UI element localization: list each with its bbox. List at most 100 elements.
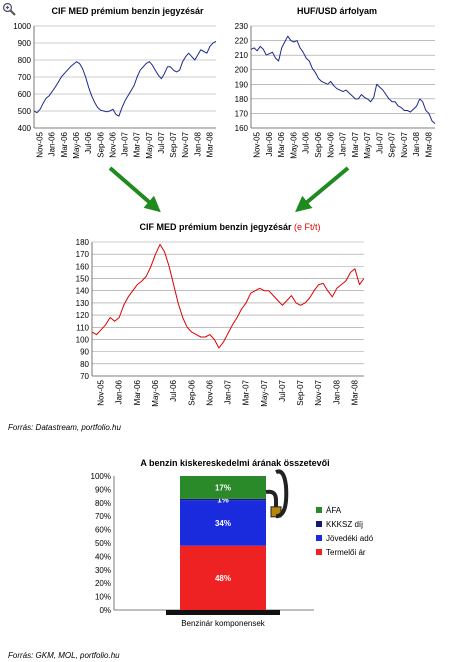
chart1-ytick-label: 1000 xyxy=(13,22,31,31)
arrow-right-icon xyxy=(295,166,350,213)
chart1-xtick-label: Jan-08 xyxy=(193,131,202,156)
chart4-ytick-label: 70% xyxy=(95,512,111,521)
chart3-ytick-label: 110 xyxy=(76,323,89,332)
chart4-data-label: 34% xyxy=(215,519,231,528)
chart2-xtick-label: May-06 xyxy=(289,131,298,158)
chart3-xtick-label: Jan-08 xyxy=(332,379,341,404)
chart2-xtick-label: Mar-06 xyxy=(277,131,286,157)
chart1-xtick-label: May-07 xyxy=(145,131,154,158)
chart4-ytick-label: 20% xyxy=(95,579,111,588)
chart3-xtick-label: May-07 xyxy=(260,379,269,406)
chart2-title: HUF/USD árfolyam xyxy=(296,6,377,16)
chart3-ytick-label: 150 xyxy=(76,275,90,284)
chart3-series-line xyxy=(91,243,365,349)
chart3-ytick-label: 160 xyxy=(76,262,90,271)
legend-swatch xyxy=(316,521,322,527)
chart3-xtick-label: Mar-06 xyxy=(133,379,142,405)
chart2-series-line xyxy=(250,35,436,124)
chart3-xtick-label: Mar-08 xyxy=(350,379,359,405)
chart1-xtick-label: Mar-08 xyxy=(205,131,214,157)
magnifier-icon[interactable] xyxy=(2,2,16,16)
chart1-plot: 400 500 600 700 800 900 1000 Nov-05 Jan-06 Mar-06… xyxy=(13,22,217,159)
chart4-ytick-label: 90% xyxy=(95,485,111,494)
chart2-ytick-label: 200 xyxy=(235,66,249,75)
chart4-data-label: 17% xyxy=(215,483,231,492)
legend-item: Jövedéki adó xyxy=(316,531,373,545)
chart3-xtick-label: Jan-07 xyxy=(224,379,233,404)
chart2-ytick-label: 170 xyxy=(235,109,249,118)
chart1-xtick-label: Mar-07 xyxy=(133,131,142,157)
chart1-xtick-label: Jan-07 xyxy=(121,131,130,156)
chart3-ytick-label: 120 xyxy=(76,311,90,320)
chart4-ytick-label: 30% xyxy=(95,566,111,575)
chart4-legend: ÁFA KKKSZ díj Jövedéki adó Termelői ár xyxy=(316,503,373,559)
legend-swatch xyxy=(316,549,322,555)
chart3-ytick-label: 90 xyxy=(80,348,89,357)
chart1-xtick-label: Nov-06 xyxy=(108,131,117,157)
source-top: Forrás: Datastream, portfolio.hu xyxy=(8,423,121,432)
chart1-ytick-label: 500 xyxy=(18,107,32,116)
chart4-bar-segment xyxy=(180,500,266,546)
chart4-plot: 0% 10% 20% 30% 40% 50% 60% 70% 80% 90% 100% 48% 34% 1… xyxy=(91,469,314,628)
chart3-plot: 70 80 90 100 110 120 130 140 150 160 170 180 Nov-05 J… xyxy=(76,238,365,407)
legend-item: ÁFA xyxy=(316,503,373,517)
chart3-ytick-label: 100 xyxy=(76,335,90,344)
chart2-xtick-label: Nov-05 xyxy=(253,131,262,157)
chart1-xtick-label: Sep-06 xyxy=(96,131,105,157)
chart3-title-unit: (e Ft/t) xyxy=(294,222,321,232)
chart3-xtick-label: May-06 xyxy=(151,379,160,406)
chart1-xtick-label: Jan-06 xyxy=(48,131,57,156)
chart1-series-line xyxy=(33,40,217,117)
chart2-ytick-label: 230 xyxy=(235,22,249,31)
chart3-xtick-label: Jul-06 xyxy=(169,379,178,401)
chart1-xtick-label: Jul-06 xyxy=(84,131,93,153)
legend-label: Termelői ár xyxy=(326,547,366,557)
legend-label: KKKSZ díj xyxy=(326,519,363,529)
chart4-ytick-label: 60% xyxy=(95,526,111,535)
pump-nozzle-icon xyxy=(265,489,278,511)
chart2-xtick-label: Jul-07 xyxy=(375,131,384,153)
chart2-xtick-label: May-07 xyxy=(363,131,372,158)
chart1-ytick-label: 700 xyxy=(18,73,32,82)
chart4-data-label: 1% xyxy=(217,495,229,504)
chart2-xtick-label: Sep-06 xyxy=(314,131,323,157)
chart1-ytick-label: 400 xyxy=(18,124,32,133)
chart2-xtick-label: Jul-06 xyxy=(302,131,311,153)
source-bottom: Forrás: GKM, MOL, portfolio.hu xyxy=(8,651,120,660)
chart3-xtick-label: Nov-07 xyxy=(314,379,323,405)
chart4-bar-segment xyxy=(180,498,266,501)
chart3-xtick-label: Nov-06 xyxy=(205,379,214,405)
chart3-ytick-label: 180 xyxy=(76,238,90,247)
chart3-xtick-label: Nov-05 xyxy=(97,379,106,405)
chart3-title-text: CIF MED prémium benzin jegyzésár xyxy=(139,222,292,232)
arrows xyxy=(108,166,350,213)
pump-hose-icon xyxy=(275,469,289,519)
chart3-ytick-label: 70 xyxy=(80,372,89,381)
chart2-ytick-label: 190 xyxy=(235,80,249,89)
legend-swatch xyxy=(316,507,322,513)
chart2-xtick-label: Sep-07 xyxy=(388,131,397,157)
chart2-ytick-label: 210 xyxy=(235,51,249,60)
chart3-xtick-label: Sep-06 xyxy=(187,379,196,405)
legend-label: ÁFA xyxy=(326,505,342,515)
chart4-ytick-label: 10% xyxy=(95,593,111,602)
chart1-title: CIF MED prémium benzin jegyzésár xyxy=(51,6,204,16)
chart4-ytick-label: 80% xyxy=(95,499,111,508)
chart1-xtick-label: Nov-07 xyxy=(181,131,190,157)
chart1-xtick-label: Jul-07 xyxy=(157,131,166,153)
chart4-ytick-label: 100% xyxy=(91,472,111,481)
chart3-xtick-label: Sep-07 xyxy=(296,379,305,405)
chart4-data-label: 48% xyxy=(215,574,231,583)
chart1-xtick-label: Mar-06 xyxy=(60,131,69,157)
chart4-title: A benzin kiskereskedelmi árának összetev… xyxy=(140,458,330,468)
chart2-xtick-label: Jan-08 xyxy=(412,131,421,156)
chart3-xtick-label: Mar-07 xyxy=(242,379,251,405)
chart2-xtick-label: Nov-07 xyxy=(400,131,409,157)
chart2-xtick-label: Mar-08 xyxy=(424,131,433,157)
chart4-category-label: Benzinár komponensek xyxy=(181,619,266,628)
legend-swatch xyxy=(316,535,322,541)
chart2-xtick-label: Mar-07 xyxy=(351,131,360,157)
chart1-xtick-label: Nov-05 xyxy=(36,131,45,157)
chart4-ytick-label: 40% xyxy=(95,552,111,561)
